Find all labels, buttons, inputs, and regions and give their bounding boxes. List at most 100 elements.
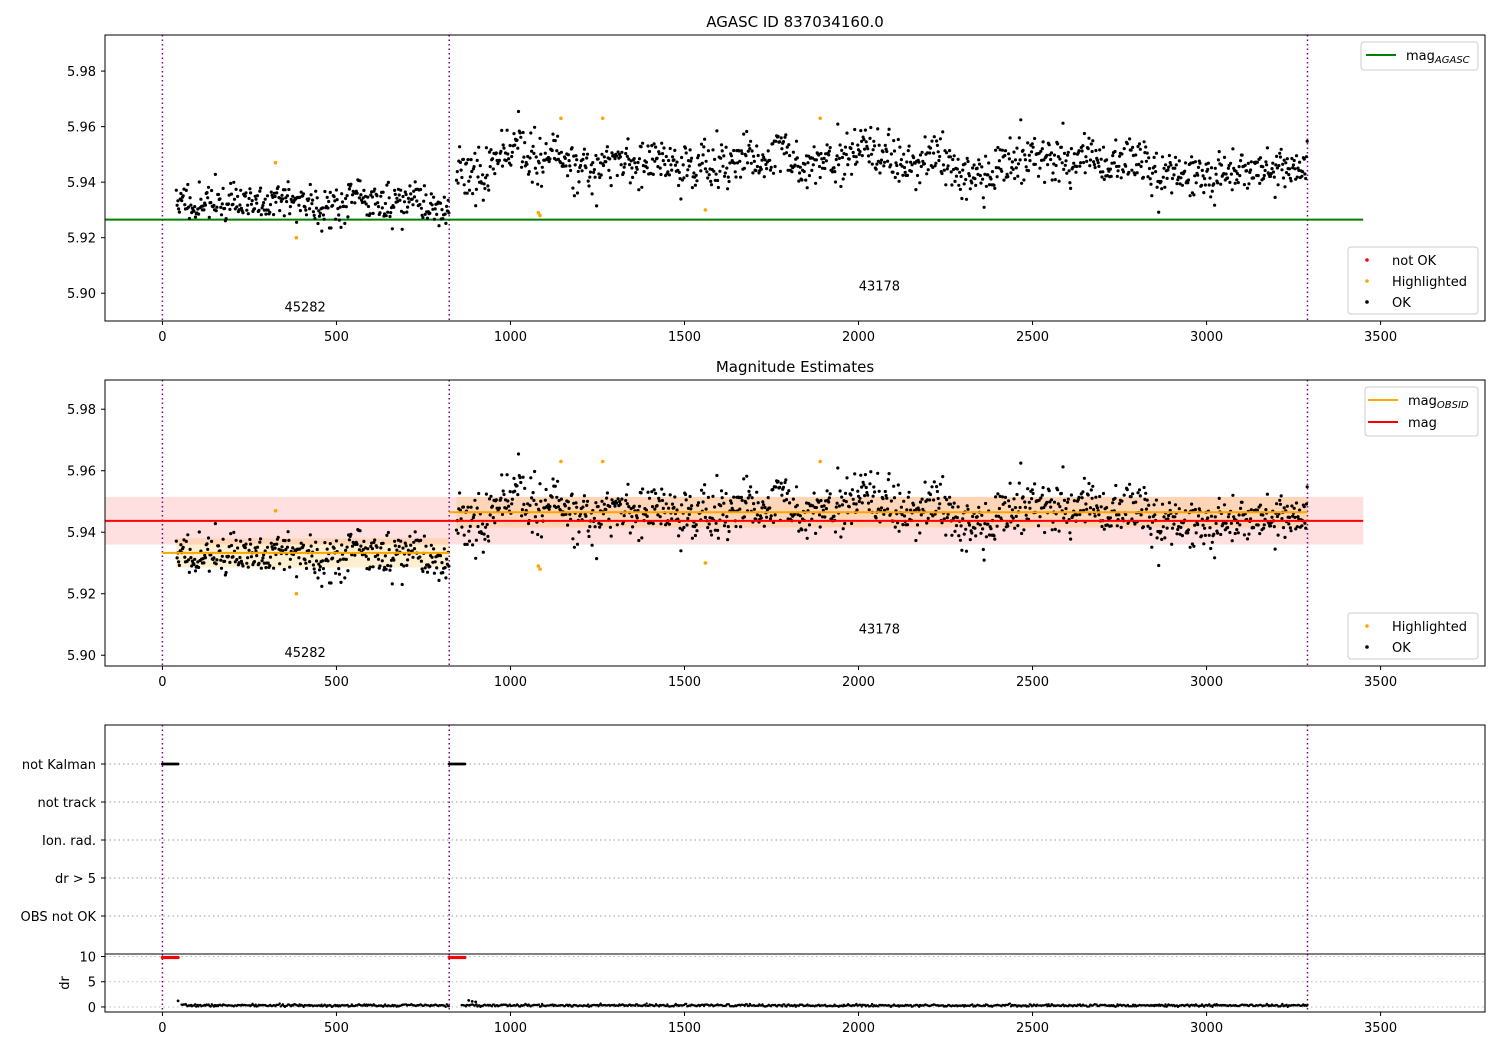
- ok-point: [433, 560, 437, 564]
- ok-point: [592, 168, 597, 172]
- ok-point: [965, 156, 969, 160]
- ok-point: [997, 159, 1002, 163]
- ok-point: [690, 536, 695, 540]
- ok-point: [765, 167, 769, 171]
- ok-point: [996, 492, 1000, 496]
- ok-point: [213, 172, 217, 176]
- ok-point: [726, 525, 730, 529]
- ok-point: [334, 217, 338, 221]
- dr-point: [1285, 1003, 1288, 1006]
- ok-point: [462, 183, 466, 187]
- highlighted-point: [294, 591, 299, 596]
- ok-point: [1072, 499, 1076, 503]
- ok-point: [861, 480, 865, 484]
- ok-point: [538, 482, 542, 486]
- ok-point: [1033, 136, 1037, 141]
- x-tick-label: 3500: [1364, 675, 1397, 690]
- ok-point: [979, 181, 983, 185]
- ok-point: [721, 164, 725, 168]
- ok-point: [941, 163, 946, 167]
- ok-point: [1207, 183, 1211, 187]
- ok-point: [521, 475, 525, 479]
- ok-point: [893, 175, 897, 180]
- ok-point: [536, 182, 540, 186]
- ok-point: [858, 150, 862, 154]
- ok-point: [574, 501, 578, 505]
- ok-point: [1137, 488, 1142, 492]
- ok-point: [175, 556, 179, 560]
- ok-point: [424, 193, 428, 197]
- ok-point: [645, 166, 649, 170]
- ok-point: [1065, 171, 1069, 175]
- ok-point: [286, 180, 290, 184]
- ok-point: [1194, 531, 1198, 535]
- ok-point: [399, 209, 404, 213]
- ok-point: [690, 186, 695, 190]
- ok-point: [1167, 153, 1171, 158]
- highlighted-point: [600, 116, 605, 121]
- ok-point: [412, 540, 416, 544]
- ok-point: [313, 217, 317, 221]
- ok-point: [989, 527, 993, 531]
- ok-point: [287, 187, 291, 192]
- ok-point: [563, 156, 567, 160]
- ok-point: [193, 205, 197, 209]
- ok-point: [912, 503, 916, 507]
- legend-line-label: mag: [1408, 416, 1437, 431]
- ok-point: [385, 183, 389, 187]
- ok-point: [896, 483, 900, 487]
- ok-point: [630, 515, 634, 519]
- ok-point: [838, 489, 842, 493]
- ok-point: [759, 167, 763, 171]
- ok-point: [615, 501, 619, 505]
- ok-point: [720, 496, 724, 500]
- ok-point: [716, 528, 720, 533]
- ok-point: [663, 162, 667, 167]
- ok-point: [322, 571, 326, 575]
- ok-point: [307, 197, 311, 201]
- ok-point: [1036, 174, 1041, 178]
- ok-point: [885, 496, 889, 500]
- ok-point: [210, 188, 214, 193]
- x-tick-label: 3500: [1364, 1021, 1397, 1036]
- ok-point: [1154, 170, 1158, 174]
- ok-point: [781, 140, 786, 144]
- ok-point: [909, 169, 914, 173]
- ok-point: [667, 506, 671, 510]
- ok-point: [704, 159, 708, 163]
- ok-point: [308, 533, 312, 537]
- ok-point: [1113, 496, 1117, 500]
- ok-point: [1249, 508, 1253, 512]
- ok-point: [854, 502, 858, 506]
- ok-point: [747, 489, 751, 493]
- ok-point: [1279, 494, 1283, 498]
- ok-point: [1042, 506, 1046, 510]
- ok-point: [1096, 161, 1100, 165]
- ok-point: [632, 504, 636, 508]
- ok-point: [516, 146, 520, 150]
- ok-point: [1064, 507, 1068, 511]
- ok-point: [1190, 502, 1194, 506]
- ok-point: [186, 182, 190, 187]
- ok-point: [409, 192, 413, 196]
- ok-point: [1196, 522, 1200, 527]
- ok-point: [1045, 500, 1049, 504]
- ok-point: [827, 149, 832, 153]
- ok-point: [401, 546, 405, 550]
- ok-point: [636, 160, 640, 165]
- ok-point: [1038, 515, 1042, 519]
- ok-point: [388, 214, 392, 219]
- ok-point: [935, 143, 940, 147]
- ok-point: [887, 127, 891, 131]
- ok-point: [1098, 494, 1102, 499]
- ok-point: [657, 496, 661, 500]
- ok-point: [180, 199, 184, 203]
- ok-point: [755, 144, 759, 148]
- ok-point: [788, 501, 792, 505]
- ok-point: [938, 502, 942, 506]
- ok-point: [383, 554, 387, 558]
- ok-point: [706, 495, 711, 499]
- ok-point: [364, 202, 368, 206]
- ok-point: [1214, 172, 1218, 176]
- ok-point: [232, 180, 236, 184]
